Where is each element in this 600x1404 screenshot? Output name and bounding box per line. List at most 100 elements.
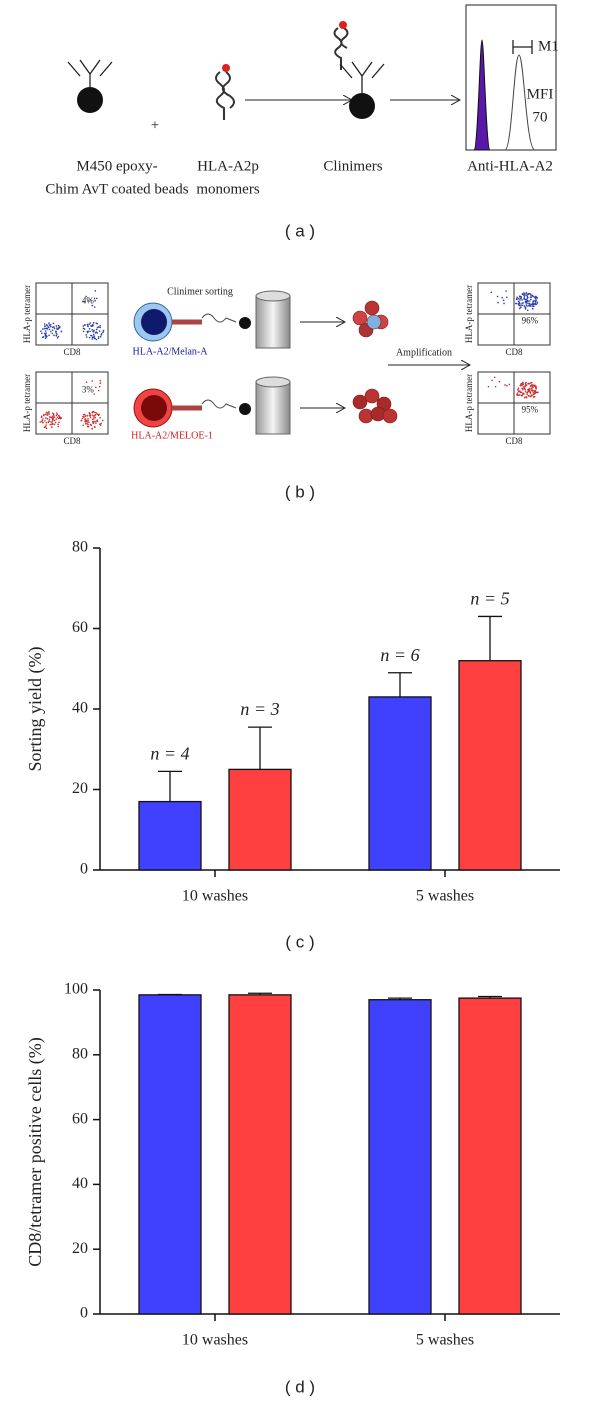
scatter-dot — [521, 299, 523, 301]
scatter-dot — [90, 424, 92, 427]
monomers-label: HLA-A2p — [197, 158, 259, 174]
scatter-dot — [92, 422, 94, 425]
scatter-dot — [525, 301, 527, 304]
dot-plot-y-label: HLA-p tetramer — [464, 285, 474, 343]
scatter-dot — [84, 420, 86, 422]
scatter-dot — [523, 386, 526, 388]
scatter-dot — [48, 420, 50, 422]
error-bar — [248, 992, 272, 995]
scatter-dot — [524, 383, 527, 386]
histogram-control — [473, 39, 491, 151]
scatter-dot — [529, 387, 531, 390]
error-bar — [478, 995, 502, 999]
scatter-dot — [88, 412, 91, 414]
scatter-dot — [519, 394, 521, 396]
scatter-dot — [517, 390, 520, 393]
dot-plot-percent: 3% — [82, 385, 95, 395]
tube-top — [255, 376, 291, 388]
y-tick-label: 40 — [72, 1175, 88, 1192]
scatter-dot — [50, 330, 52, 333]
scatter-dot — [99, 382, 102, 384]
scatter-dot — [535, 391, 537, 394]
scatter-dot — [526, 305, 528, 307]
scatter-dot — [52, 322, 55, 325]
scatter-dot — [48, 416, 51, 418]
scatter-dot — [91, 329, 93, 331]
scatter-dot — [89, 322, 92, 324]
scatter-dot — [520, 297, 522, 300]
scatter-dot — [44, 420, 46, 422]
scatter-dot — [45, 427, 48, 430]
scatter-dot — [533, 296, 536, 298]
scatter-dot — [525, 294, 527, 297]
bar — [458, 997, 522, 1315]
scatter-dot — [83, 413, 86, 416]
antibody — [339, 61, 385, 94]
scatter-dot — [530, 395, 533, 397]
scatter-dot — [522, 387, 524, 390]
dot-plot-percent: 96% — [522, 316, 539, 326]
scatter-dot — [526, 391, 528, 394]
scatter-dot — [91, 336, 94, 339]
scatter-dot — [528, 305, 531, 307]
scatter-dot — [48, 328, 51, 331]
error-bar — [158, 770, 182, 802]
scatter-dot — [501, 296, 503, 299]
scatter-dot — [517, 297, 520, 300]
scatter-dot — [102, 331, 104, 334]
scatter-dot — [534, 300, 537, 303]
scatter-dot — [102, 329, 105, 332]
scatter-dot — [521, 394, 523, 397]
scatter-dot — [44, 413, 47, 416]
bar — [138, 800, 202, 871]
scatter-dot — [506, 384, 508, 387]
scatter-dot — [93, 426, 96, 428]
scatter-dot — [82, 330, 85, 333]
scatter-dot — [529, 395, 532, 398]
scatter-dot — [522, 382, 524, 385]
scatter-dot — [521, 293, 524, 295]
scatter-dot — [91, 325, 94, 327]
cell-nucleus — [141, 309, 167, 335]
scatter-dot — [516, 296, 518, 299]
scatter-dot — [87, 325, 89, 328]
scatter-dot — [91, 304, 94, 307]
scatter-dot — [46, 412, 49, 414]
y-tick-label: 80 — [72, 1045, 88, 1062]
scatter-dot — [531, 303, 534, 305]
scatter-dot — [52, 412, 54, 415]
scatter-dot — [90, 324, 92, 327]
bar — [458, 660, 522, 871]
scatter-dot — [50, 426, 53, 428]
scatter-dot — [99, 380, 102, 382]
scatter-dot — [527, 395, 530, 397]
scatter-dot — [522, 392, 524, 394]
bead — [77, 87, 103, 113]
scatter-dot — [84, 422, 87, 425]
dot-plot-x-label: CD8 — [63, 436, 81, 446]
bead — [239, 403, 251, 415]
scatter-dot — [526, 295, 529, 298]
scatter-dot — [531, 307, 534, 310]
scatter-dot — [93, 297, 96, 300]
scatter-dot — [87, 419, 89, 422]
scatter-dot — [531, 383, 533, 386]
biotin — [339, 21, 347, 29]
scatter-dot — [506, 296, 508, 299]
scatter-dot — [39, 421, 42, 423]
scatter-dot — [86, 331, 89, 334]
scatter-dot — [527, 300, 529, 302]
scatter-dot — [49, 324, 51, 326]
scatter-dot — [95, 386, 97, 389]
y-tick-label: 0 — [80, 861, 88, 878]
scatter-dot — [97, 337, 100, 340]
scatter-dot — [40, 415, 43, 418]
error-bar — [478, 615, 502, 661]
scatter-dot — [94, 413, 97, 416]
y-tick-label: 60 — [72, 1110, 88, 1127]
scatter-dot — [50, 325, 52, 328]
panel-label: ( b ) — [285, 482, 315, 501]
antigen-label: HLA-A2/MELOE-1 — [131, 430, 213, 441]
scatter-dot — [524, 308, 527, 310]
scatter-dot — [56, 327, 58, 329]
